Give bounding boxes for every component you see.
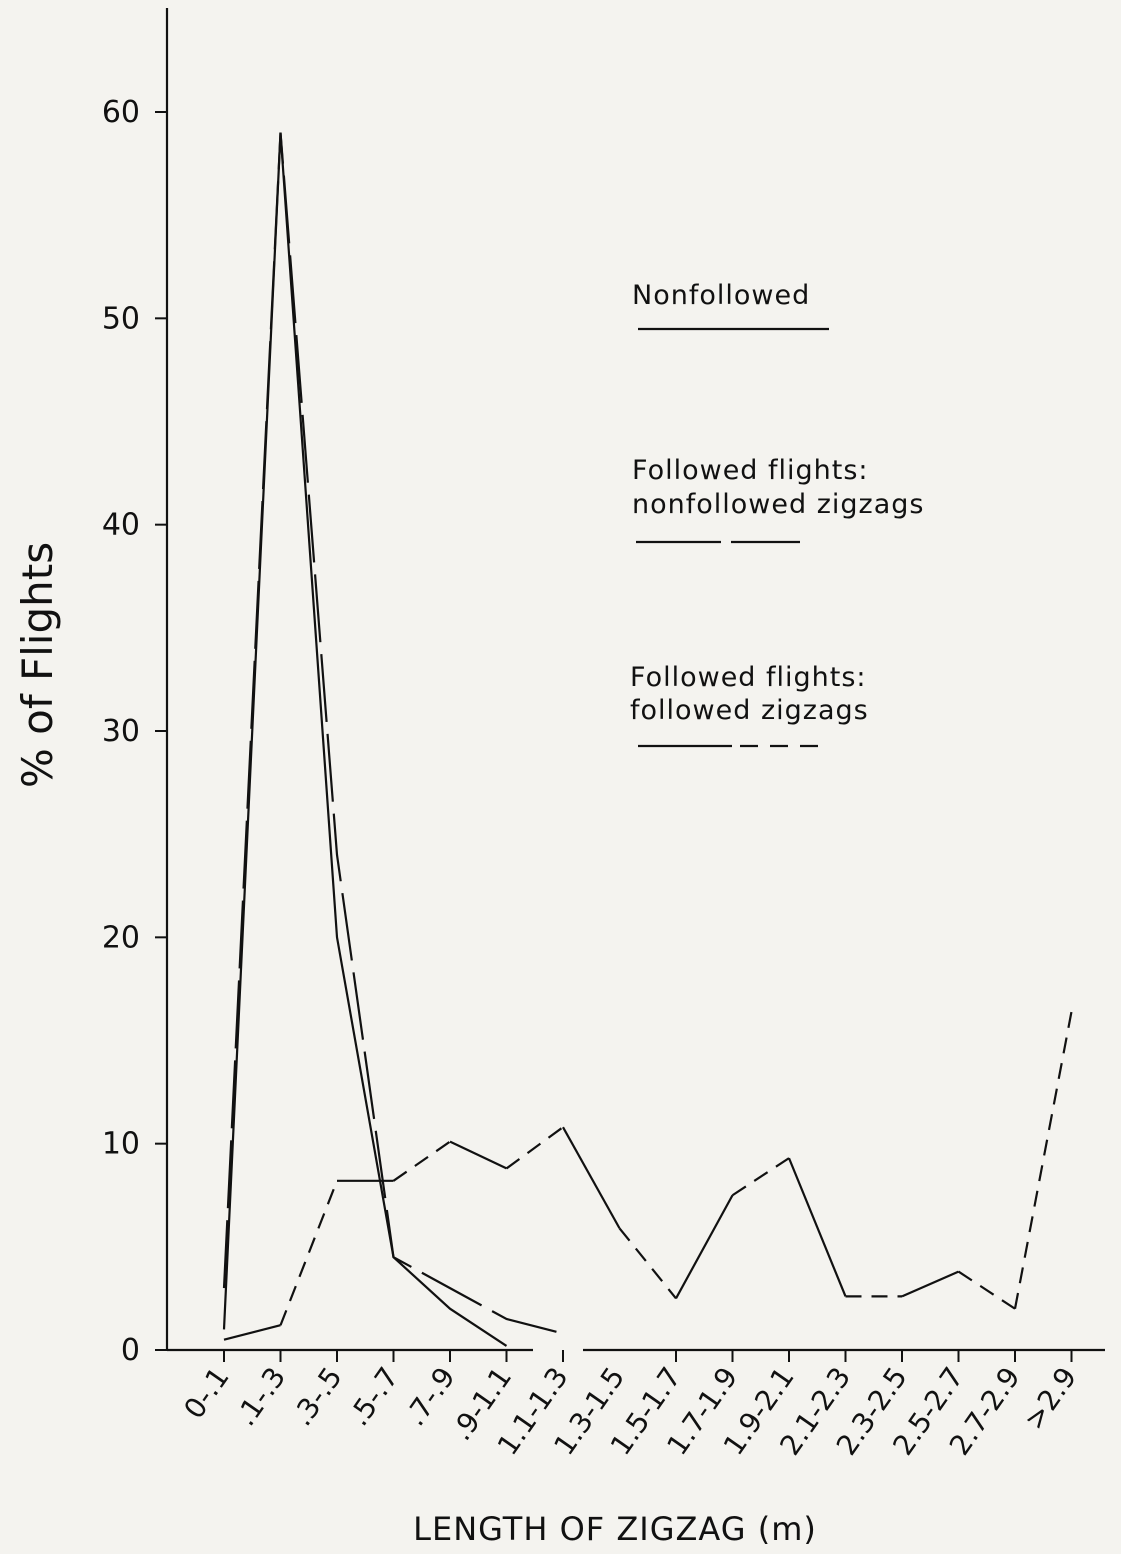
- legend-label-followed-nonfollowed-line1: Followed flights:: [632, 455, 869, 486]
- legend-label-followed-nonfollowed-line2: nonfollowed zigzags: [632, 489, 924, 520]
- y-tick-label: 60: [102, 95, 140, 130]
- data-series: [222, 132, 1073, 1347]
- series-followed-followed-segment: [449, 1140, 507, 1170]
- series-nonfollowed-line: [222, 132, 508, 1347]
- y-tick-label: 50: [102, 301, 140, 336]
- series-followed-followed-segment: [618, 1227, 677, 1300]
- series-followed-followed-segment: [223, 1324, 281, 1341]
- series-followed-followed-segment: [562, 1126, 621, 1229]
- series-followed-followed-segment: [675, 1194, 734, 1299]
- y-ticks: 0 10 20 30 40 50 60: [102, 95, 167, 1368]
- series-followed-followed-segment: [901, 1270, 959, 1298]
- series-followed-followed-segment: [731, 1157, 790, 1197]
- series-followed-followed-segment: [787, 1157, 847, 1297]
- legend-label-nonfollowed: Nonfollowed: [632, 280, 810, 311]
- chart-axes: [165, 8, 1105, 1352]
- series-followed-followed-segment: [505, 1126, 564, 1170]
- x-tick-label: .3-.5: [285, 1361, 348, 1432]
- series-followed-followed-segment: [279, 1180, 339, 1326]
- x-ticks: 0-.1.1-.3.3-.5.5-.7.7-.9.9-1.11.1-1.31.3…: [177, 1350, 1083, 1461]
- x-tick-label: .5-.7: [342, 1361, 405, 1432]
- series-followed-followed-segment: [392, 1140, 451, 1182]
- y-tick-label: 20: [102, 920, 140, 955]
- y-tick-label: 40: [102, 508, 140, 543]
- series-followed-nonfollowed-line: [222, 132, 564, 1335]
- y-tick-label: 10: [102, 1127, 140, 1162]
- series-followed-followed-segment: [1013, 1011, 1073, 1309]
- x-tick-label: 0-.1: [177, 1361, 235, 1425]
- legend-label-followed-followed-line1: Followed flights:: [630, 662, 867, 693]
- series-followed-followed-segment: [957, 1270, 1016, 1310]
- y-tick-label: 0: [121, 1333, 140, 1368]
- x-tick-label: >2.9: [1017, 1361, 1083, 1436]
- legend-label-followed-followed-line2: followed zigzags: [630, 695, 869, 726]
- x-axis-title: LENGTH OF ZIGZAG (m): [413, 1510, 817, 1548]
- y-tick-label: 30: [102, 714, 140, 749]
- legend: Nonfollowed Followed flights: nonfollowe…: [630, 280, 924, 748]
- y-axis-title: % of Flights: [13, 542, 62, 788]
- x-tick-label: .1-.3: [229, 1361, 292, 1432]
